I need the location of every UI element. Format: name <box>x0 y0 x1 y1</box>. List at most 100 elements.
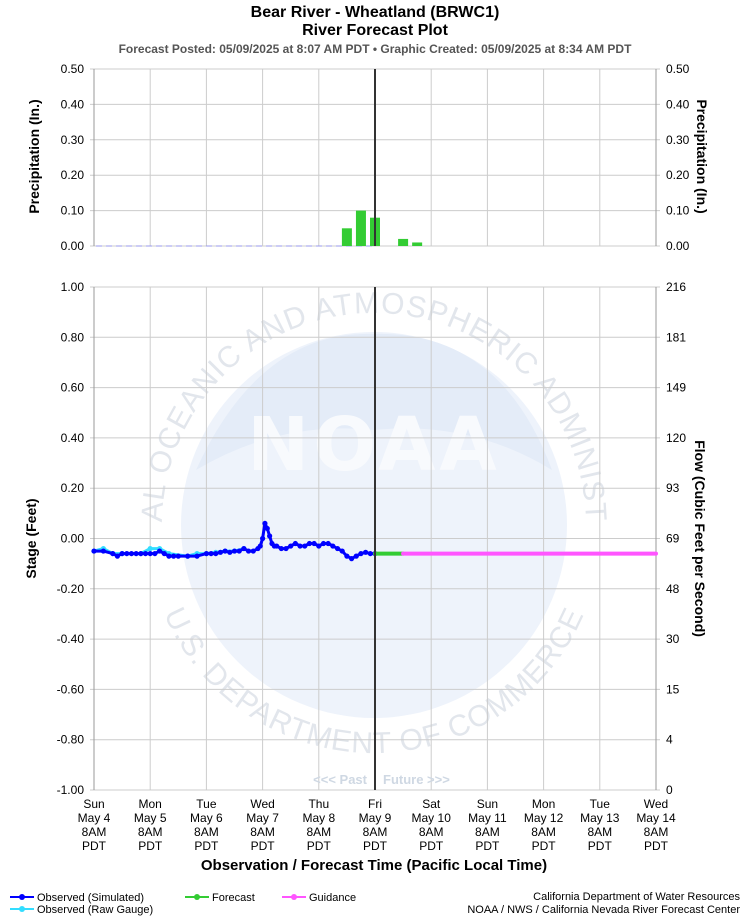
series-point-observed-simulated <box>334 545 341 552</box>
precip-ytick-right: 0.00 <box>666 239 690 253</box>
stage-ylabel-left: Stage (Feet) <box>23 498 39 578</box>
x-axis-label: Observation / Forecast Time (Pacific Loc… <box>201 857 547 874</box>
precip-ytick-right: 0.50 <box>666 62 690 76</box>
xtick-label: May 12 <box>524 811 564 825</box>
precip-ytick-left: 0.30 <box>61 133 85 147</box>
xtick-label: PDT <box>363 839 388 853</box>
precip-bar <box>412 242 423 246</box>
legend-item-forecast: Forecast <box>185 891 255 904</box>
legend-label-observed-simulated: Observed (Simulated) <box>37 891 144 904</box>
legend-item-observed-raw: Observed (Raw Gauge) <box>10 903 153 916</box>
series-point-observed-simulated <box>344 553 350 559</box>
series-point-observed-simulated <box>264 525 270 532</box>
chart-subtitle: River Forecast Plot <box>302 22 448 39</box>
series-point-observed-simulated <box>320 540 327 547</box>
axes-text: 0.50 0.50 0.40 0.40 0.30 0.30 0.20 0.20 0.10 0.10… <box>23 62 710 874</box>
precip-ytick-left: 0.20 <box>61 168 85 182</box>
xtick-label: 8AM <box>363 825 388 839</box>
series-point-observed-simulated <box>311 540 317 547</box>
xtick-label: 8AM <box>250 825 275 839</box>
xtick-label: 8AM <box>138 825 163 839</box>
series-point-observed-simulated <box>278 545 284 552</box>
xtick-label: May 9 <box>359 811 392 825</box>
xtick-label: Sun <box>477 797 498 811</box>
precip-ytick-right: 0.30 <box>666 133 690 147</box>
legend: Observed (Simulated) Observed (Raw Gauge… <box>0 888 750 920</box>
series-point-observed-simulated <box>217 549 224 555</box>
precip-bar <box>341 228 352 246</box>
series-point-observed-simulated <box>133 550 139 557</box>
series-point-observed-simulated <box>119 550 125 557</box>
xtick-label: May 8 <box>302 811 335 825</box>
series-point-observed-simulated <box>227 549 233 555</box>
xtick-label: May 10 <box>412 811 452 825</box>
xtick-label: 8AM <box>82 825 107 839</box>
xtick-label: Wed <box>250 797 274 811</box>
series-point-observed-simulated <box>339 548 345 554</box>
flow-ytick-right: 216 <box>666 280 686 294</box>
stage-ytick-left: 1.00 <box>61 280 85 294</box>
xtick-label: PDT <box>194 839 219 853</box>
series-point-observed-simulated <box>330 543 336 549</box>
series-point-observed-simulated <box>110 550 116 557</box>
series-point-observed-simulated <box>316 543 322 549</box>
flow-ylabel-right: Flow (Cubic Feet per Second) <box>692 440 708 637</box>
xtick-label: Mon <box>532 797 555 811</box>
xtick-label: May 7 <box>246 811 279 825</box>
series-point-observed-simulated <box>156 548 163 554</box>
series-point-observed-simulated <box>147 550 153 557</box>
precip-ylabel-right: Precipitation (In.) <box>694 99 710 213</box>
credit-cnrfc: NOAA / NWS / California Nevada River For… <box>467 904 740 916</box>
series-point-observed-simulated <box>185 553 191 559</box>
stage-ytick-left: 0.20 <box>61 481 85 495</box>
xtick-label: 8AM <box>419 825 444 839</box>
xtick-label: May 14 <box>636 811 676 825</box>
series-point-observed-simulated <box>267 533 273 539</box>
xtick-label: PDT <box>588 839 613 853</box>
series-point-observed-simulated <box>152 550 158 557</box>
xtick-label: 8AM <box>194 825 219 839</box>
credit-dwr: California Department of Water Resources <box>533 891 740 903</box>
xtick-label: PDT <box>532 839 557 853</box>
legend-label-observed-raw: Observed (Raw Gauge) <box>37 903 154 916</box>
series-point-observed-simulated <box>231 548 238 554</box>
xtick-label: PDT <box>307 839 332 853</box>
flow-ytick-right: 15 <box>666 682 680 696</box>
xtick-label: Sat <box>422 797 441 811</box>
xtick-label: PDT <box>644 839 669 853</box>
series-point-observed-simulated <box>288 543 294 549</box>
series-point-observed-simulated <box>124 550 130 557</box>
forecast-posted-info: Forecast Posted: 05/09/2025 at 8:07 AM P… <box>118 42 632 56</box>
series-point-observed-simulated <box>262 520 268 527</box>
flow-ytick-right: 30 <box>666 632 680 646</box>
series-point-observed-simulated <box>325 540 331 547</box>
xtick-label: May 5 <box>134 811 167 825</box>
series-point-observed-simulated <box>171 553 177 559</box>
precip-ytick-right: 0.20 <box>666 168 690 182</box>
stage-ytick-left: -0.60 <box>57 682 85 696</box>
flow-ytick-right: 181 <box>666 330 686 344</box>
stage-ytick-left: -0.40 <box>57 632 85 646</box>
flow-ytick-right: 120 <box>666 431 686 445</box>
precip-ytick-left: 0.50 <box>61 62 85 76</box>
stage-ytick-left: -0.80 <box>57 733 85 747</box>
stage-ytick-left: -0.20 <box>57 582 85 596</box>
legend-swatch-observed-simulated <box>10 891 34 904</box>
legend-swatch-observed-raw <box>10 903 34 916</box>
flow-ytick-right: 149 <box>666 381 686 395</box>
xtick-label: 8AM <box>531 825 556 839</box>
series-point-observed-simulated <box>213 550 219 557</box>
series-point-observed-simulated <box>222 548 228 554</box>
series-point-observed-simulated <box>91 548 97 554</box>
series-point-observed-simulated <box>306 540 313 547</box>
series-point-observed-simulated <box>274 543 280 549</box>
precip-marks <box>96 69 423 247</box>
precip-ytick-left: 0.10 <box>61 204 85 218</box>
credits: California Department of Water Resources… <box>467 891 740 917</box>
xtick-label: Tue <box>590 797 611 811</box>
series-point-observed-simulated <box>208 550 214 557</box>
xtick-label: PDT <box>475 839 500 853</box>
xtick-label: PDT <box>419 839 444 853</box>
watermark-logo-text: NOAA <box>247 402 500 488</box>
